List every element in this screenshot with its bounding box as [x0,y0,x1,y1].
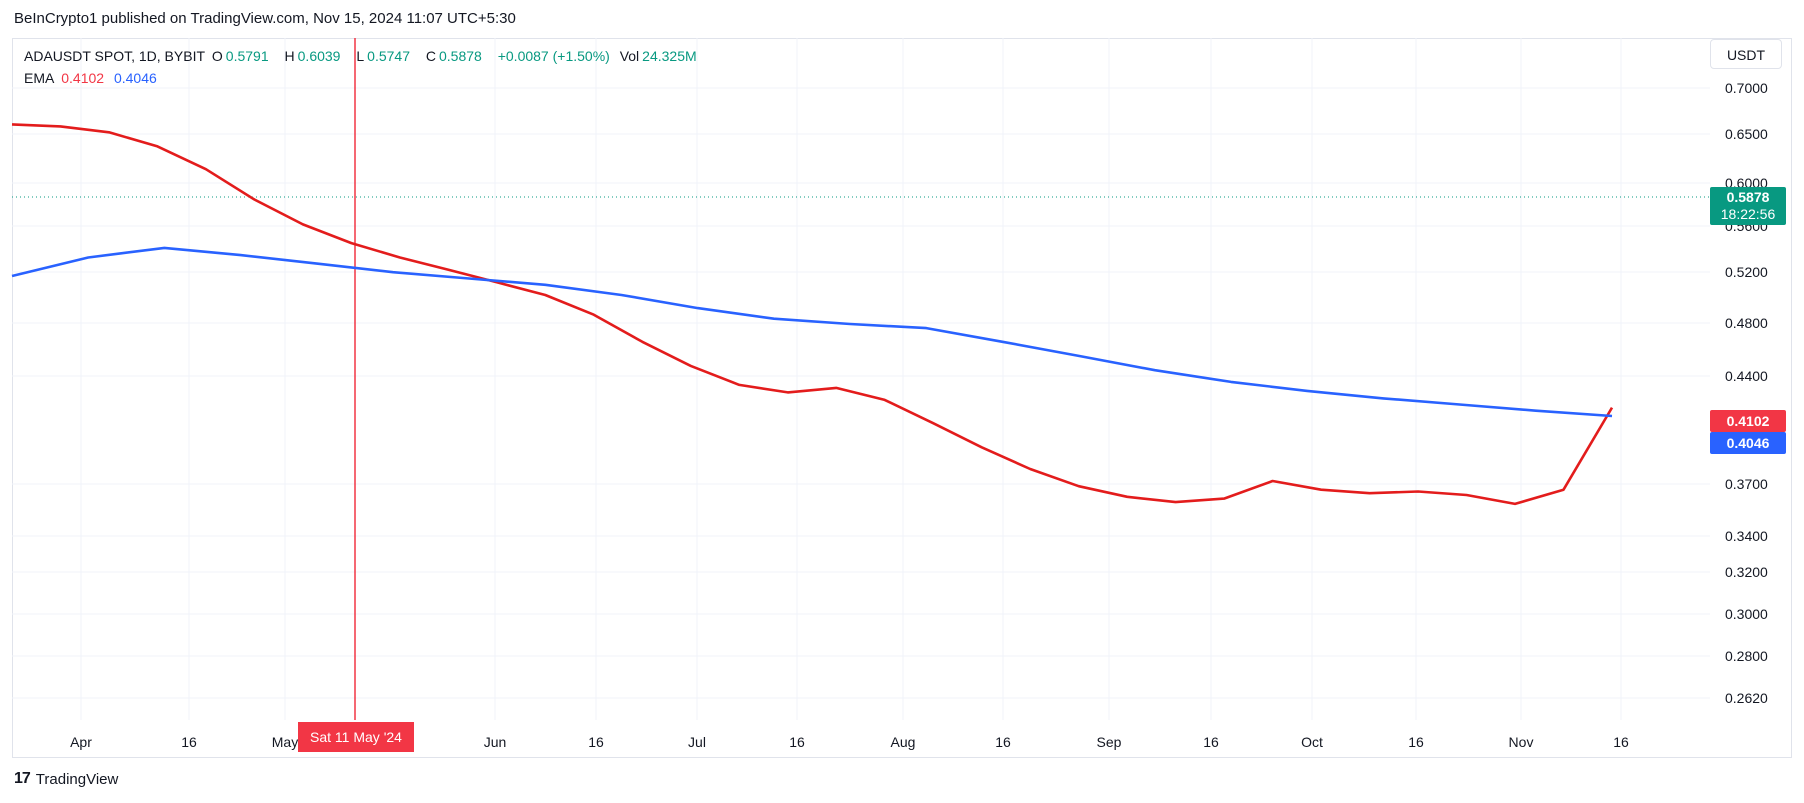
y-tick-label: 0.3400 [1725,528,1768,544]
x-tick-label: 16 [1203,734,1219,750]
ema-line [11,123,1614,506]
y-tick-label: 0.2800 [1725,648,1768,664]
x-tick-label: Oct [1301,734,1323,750]
grid-layer [12,38,1710,720]
x-tick-label: Aug [891,734,916,750]
y-tick-label: 0.3700 [1725,476,1768,492]
legend-ema-slow: 0.4046 [113,70,157,86]
legend-volume: Vol 24.325M [619,48,697,64]
ema-line [11,246,1613,418]
y-tick-label: 0.2620 [1725,690,1768,706]
x-tick-label: 16 [588,734,604,750]
currency-button[interactable]: USDT [1710,39,1782,69]
legend-row-ohlc: ADAUSDT SPOT, 1D, BYBIT O 0.5791 H 0.6039 … [24,45,709,67]
x-tick-label: 16 [1613,734,1629,750]
legend-open: O 0.5791 [211,48,269,64]
ema-fast-price-tag: 0.4102 [1710,410,1786,432]
tradingview-brand: TradingView [35,770,119,788]
x-tick-label: Jun [484,734,507,750]
legend-ema-fast: 0.4102 [61,70,105,86]
x-tick-label: 16 [181,734,197,750]
y-tick-label: 0.4400 [1725,368,1768,384]
ema-layer [11,123,1614,506]
y-tick-label: 0.5200 [1725,264,1768,280]
legend-close: C 0.5878 [425,48,482,64]
y-tick-label: 0.3200 [1725,564,1768,580]
published-caption: BeInCrypto1 published on TradingView.com… [14,10,516,27]
y-tick-label: 0.6500 [1725,126,1768,142]
x-tick-label: Nov [1509,734,1534,750]
tradingview-logo-icon: 17 [14,770,31,787]
crosshair-date-label: Sat 11 May '24 [298,722,414,752]
footer-branding[interactable]: 17 TradingView [14,770,118,788]
legend-high: H 0.6039 [284,48,341,64]
x-tick-label: Apr [70,734,92,750]
legend-symbol[interactable]: ADAUSDT SPOT, 1D, BYBIT [24,48,206,64]
x-tick-label: 16 [995,734,1011,750]
last-price-value: 0.5878 [1726,189,1770,205]
legend-change: +0.0087 (+1.50%) [497,48,610,64]
x-tick-label: 16 [789,734,805,750]
chart-legend: ADAUSDT SPOT, 1D, BYBIT O 0.5791 H 0.6039 … [24,45,709,89]
ema-slow-price-tag: 0.4046 [1710,432,1786,454]
y-tick-label: 0.4800 [1725,315,1768,331]
countdown-value: 18:22:56 [1720,206,1776,222]
legend-ema-label[interactable]: EMA [24,70,55,86]
y-tick-label: 0.7000 [1725,80,1768,96]
legend-row-ema: EMA 0.4102 0.4046 [24,67,709,89]
legend-low: L 0.5747 [356,48,410,64]
x-tick-label: Jul [688,734,706,750]
x-tick-label: May [272,734,298,750]
x-tick-label: 16 [1408,734,1424,750]
y-tick-label: 0.3000 [1725,606,1768,622]
chart-frame [12,38,1792,758]
last-price-tag: 0.5878 18:22:56 [1710,187,1786,225]
x-tick-label: Sep [1097,734,1122,750]
